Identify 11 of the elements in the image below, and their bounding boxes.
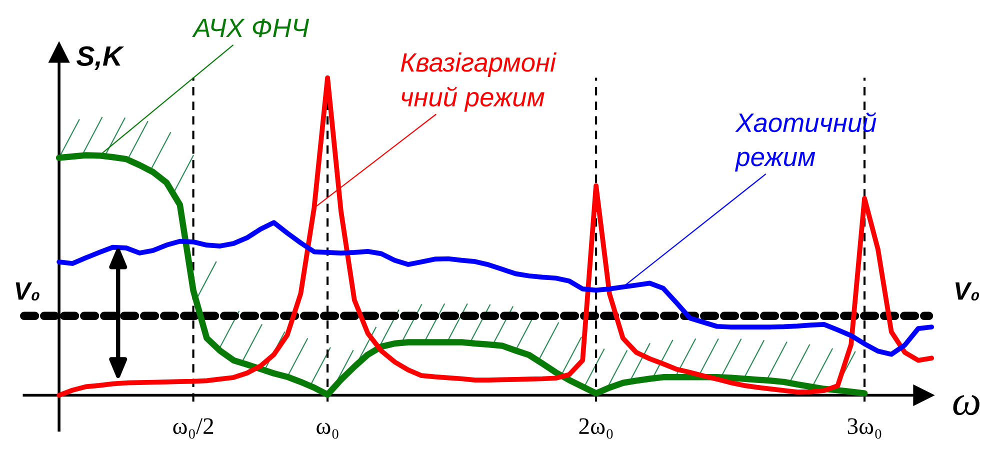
text: АЧХ ФНЧ [192, 18, 310, 38]
ref-line-label: V₀ [16, 282, 40, 301]
x-tick-label: 2ω₀ [579, 418, 613, 439]
x-axis-title: ω [953, 395, 980, 416]
x-tick-label: 3ω₀ [848, 418, 882, 439]
text: Квазігармоні чний режим [400, 52, 556, 112]
y-axis-title: S,K [76, 46, 124, 70]
text: Хаотичний режим [734, 112, 876, 172]
text: V₀ [956, 282, 980, 301]
x-tick-label: ω₀/2 [173, 418, 214, 439]
x-tick-label: ω₀ [316, 422, 338, 439]
